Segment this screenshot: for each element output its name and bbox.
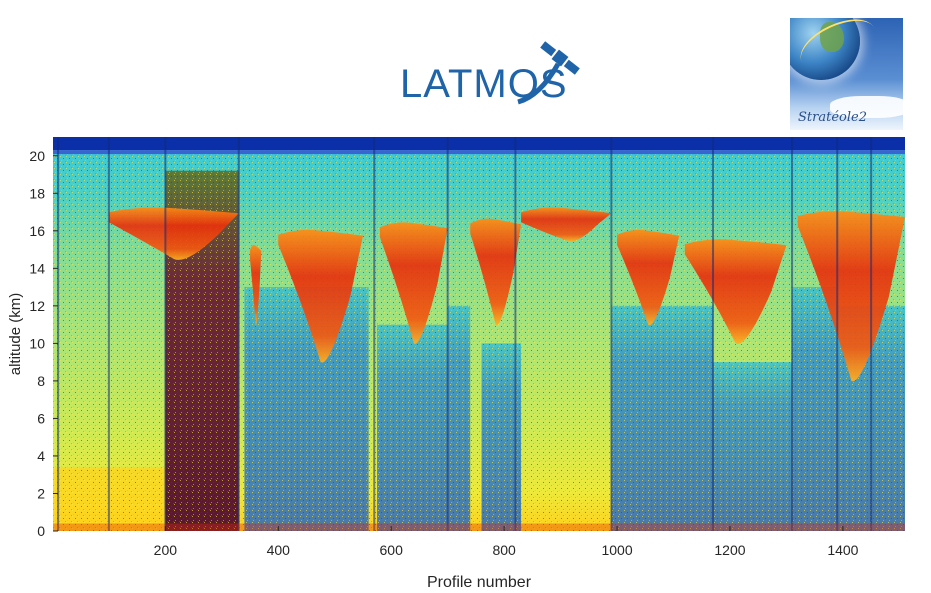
y-tick-label: 12 (29, 298, 45, 314)
profile-boundary-line (514, 137, 517, 531)
x-tick-label: 1400 (827, 542, 858, 558)
profile-boundary-line (373, 137, 376, 531)
y-tick-label: 8 (37, 373, 45, 389)
x-tick-label: 800 (492, 542, 516, 558)
cloud-feature (521, 207, 612, 242)
y-tick-label: 20 (29, 148, 45, 164)
heatmap-plot-area (53, 137, 905, 531)
cloud-feature (379, 222, 448, 344)
profile-boundary-line (237, 137, 240, 531)
strateole2-logo-text: Stratéole2 (798, 110, 867, 125)
strateole2-logo: Stratéole2 (790, 18, 903, 130)
satellite-icon (517, 41, 580, 105)
y-tick-label: 4 (37, 448, 45, 464)
profile-boundary-line (57, 137, 60, 531)
latmos-logo-text: LATMOS (400, 62, 568, 106)
surface-returns (53, 523, 905, 531)
y-tick-label: 2 (37, 485, 45, 501)
continent-shape (820, 22, 844, 52)
x-tick-label: 200 (154, 542, 178, 558)
x-tick-label: 600 (380, 542, 404, 558)
profile-boundary-line (836, 137, 839, 531)
profile-boundary-line (791, 137, 794, 531)
x-axis-label: Profile number (427, 574, 532, 591)
profile-boundary-line (712, 137, 715, 531)
speckle-texture (53, 137, 905, 531)
cloud-feature (108, 207, 239, 260)
cloud-feature (684, 239, 787, 344)
cloud-feature (470, 218, 522, 326)
x-tick-label: 400 (267, 542, 291, 558)
y-axis-label: altitude (km) (7, 293, 24, 376)
cloud-shape (830, 96, 903, 118)
profile-boundary-line (446, 137, 449, 531)
profile-boundary-line (164, 137, 167, 531)
y-tick-label: 10 (29, 335, 45, 351)
cloud-feature (797, 211, 905, 382)
y-tick-label: 6 (37, 410, 45, 426)
y-tick-label: 0 (37, 523, 45, 539)
cloud-feature (250, 244, 262, 326)
x-tick-label: 1200 (714, 542, 745, 558)
axes: 200 400 600 800 1000 1200 1400 0 2 4 6 8 10 12 14 16 18 2… (7, 148, 859, 591)
cloud-feature (278, 229, 363, 363)
latmos-logo: LATMOS (400, 36, 600, 111)
top-band (53, 137, 905, 151)
profile-boundary-line (107, 137, 110, 531)
tropopause-edge (53, 150, 905, 155)
y-tick-label: 18 (29, 185, 45, 201)
profile-boundary-line (870, 137, 873, 531)
cloud-feature (617, 229, 680, 326)
profile-boundary-line (610, 137, 613, 531)
x-tick-label: 1000 (601, 542, 632, 558)
y-tick-label: 16 (29, 223, 45, 239)
y-tick-label: 14 (29, 260, 45, 276)
